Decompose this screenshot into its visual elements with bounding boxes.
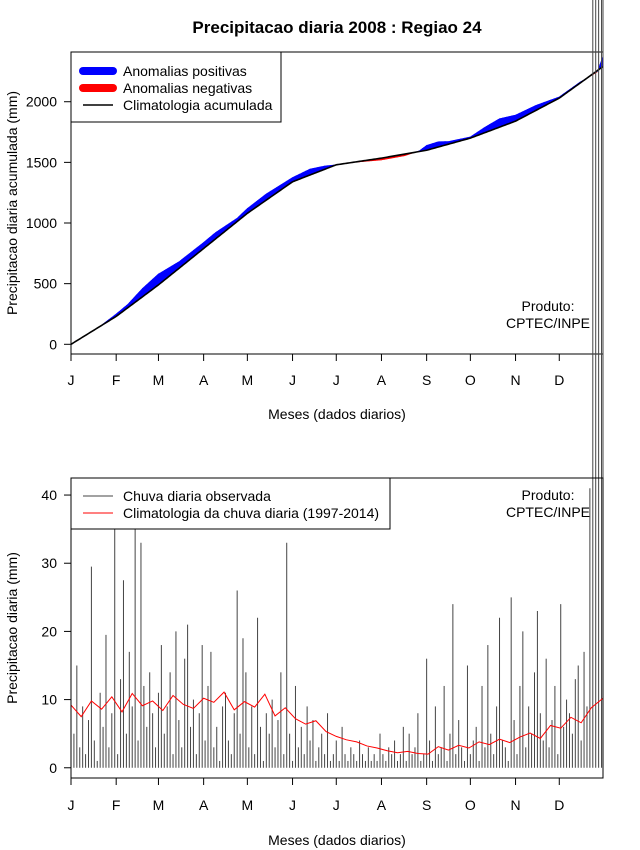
- legend-label-observed: Chuva diaria observada: [123, 488, 271, 504]
- annotation-product-name-1: CPTEC/INPE: [506, 315, 590, 331]
- x-tick-label: D: [554, 797, 564, 813]
- legend-label-negative: Anomalias negativas: [123, 80, 252, 96]
- x-tick-label: D: [554, 372, 564, 388]
- annotation-product-name-2: CPTEC/INPE: [506, 504, 590, 520]
- y-tick-label: 10: [41, 692, 57, 708]
- chart-title: Precipitacao diaria 2008 : Regiao 24: [192, 18, 482, 37]
- x-tick-label: J: [289, 797, 296, 813]
- daily-climatology-line: [70, 691, 604, 755]
- x-tick-label: F: [112, 372, 121, 388]
- cumulative-lines: [70, 65, 604, 345]
- x-tick-label: A: [199, 372, 209, 388]
- y-axis-2: 0 10 20 30 40: [41, 487, 71, 776]
- x-tick-label: O: [465, 372, 476, 388]
- legend-box-2: [70, 477, 391, 530]
- y-axis-label-1: Precipitacao diaria acumulada (mm): [4, 91, 20, 315]
- x-tick-label: S: [422, 372, 431, 388]
- y-axis-1: 0 500 1000 1500 2000: [26, 94, 71, 352]
- x-tick-label: S: [422, 797, 431, 813]
- x-tick-label: J: [68, 372, 75, 388]
- y-tick-label: 20: [41, 623, 57, 639]
- y-tick-label: 40: [41, 487, 57, 503]
- climatology-cumulative-line: [70, 65, 604, 345]
- x-tick-label: M: [242, 372, 254, 388]
- annotation-product-label-1: Produto:: [522, 298, 575, 314]
- legend-2: Chuva diaria observada Climatologia da c…: [70, 477, 391, 530]
- x-tick-label: A: [377, 372, 387, 388]
- x-axis-label-1: Meses (dados diarios): [268, 406, 406, 422]
- x-axis-label-2: Meses (dados diarios): [268, 832, 406, 848]
- cumulative-panel: Precipitacao diaria 2008 : Regiao 24 J F M…: [4, 18, 604, 422]
- y-tick-label: 500: [34, 276, 58, 292]
- x-tick-label: J: [68, 797, 75, 813]
- x-tick-label: M: [153, 372, 165, 388]
- x-tick-label: M: [242, 797, 254, 813]
- y-tick-label: 2000: [26, 94, 57, 110]
- legend-label-climatology: Climatologia acumulada: [123, 97, 273, 113]
- daily-panel: J F M A M J J A S O N D 0 10 20 30 40 Meses (dados diar…: [4, 0, 604, 848]
- y-tick-label: 0: [49, 760, 57, 776]
- x-tick-label: J: [333, 797, 340, 813]
- y-tick-label: 30: [41, 555, 57, 571]
- legend-label-daily-climatology: Climatologia da chuva diaria (1997-2014): [123, 505, 379, 521]
- annotation-product-label-2: Produto:: [522, 487, 575, 503]
- legend-label-positive: Anomalias positivas: [123, 63, 247, 79]
- x-tick-label: J: [333, 372, 340, 388]
- x-tick-label: A: [199, 797, 209, 813]
- x-tick-label: O: [465, 797, 476, 813]
- x-tick-label: N: [510, 797, 520, 813]
- x-tick-label: N: [510, 372, 520, 388]
- x-tick-label: J: [289, 372, 296, 388]
- legend-1: Anomalias positivas Anomalias negativas …: [70, 51, 282, 123]
- y-tick-label: 0: [49, 336, 57, 352]
- anomaly-areas: [70, 56, 604, 345]
- x-tick-label: M: [153, 797, 165, 813]
- x-tick-label: A: [377, 797, 387, 813]
- x-tick-label: F: [112, 797, 121, 813]
- y-tick-label: 1500: [26, 154, 57, 170]
- y-axis-label-2: Precipitacao diaria (mm): [4, 552, 20, 704]
- y-tick-label: 1000: [26, 215, 57, 231]
- daily-climatology: [70, 691, 604, 755]
- daily-bars: [70, 0, 604, 768]
